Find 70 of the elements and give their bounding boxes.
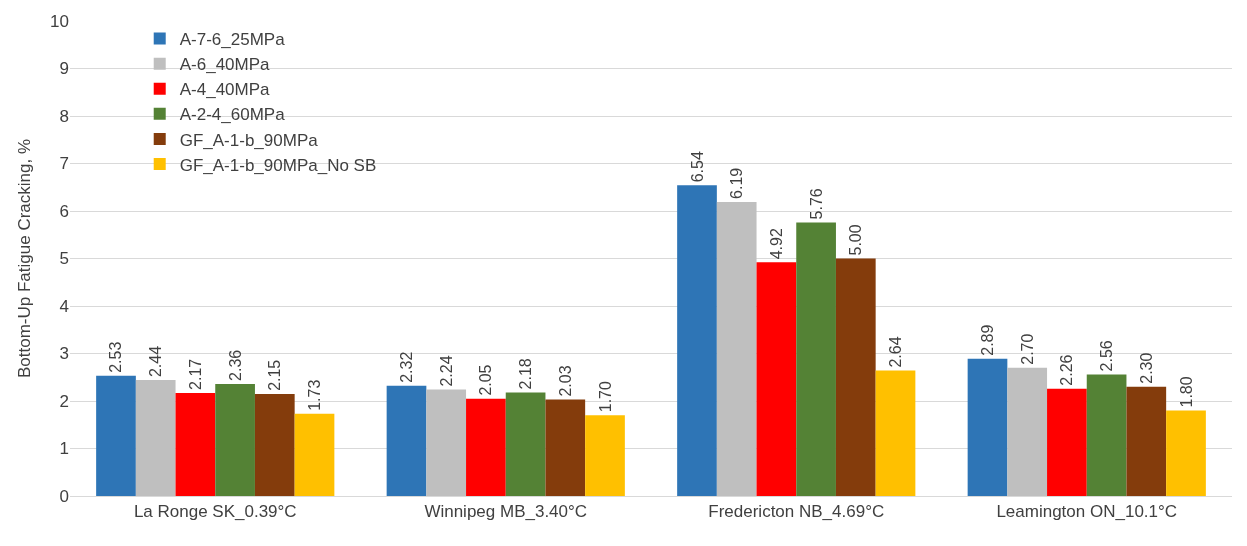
data-label: 5.76 (807, 188, 825, 220)
data-label: 2.89 (979, 324, 996, 356)
data-label: 2.18 (517, 358, 535, 390)
y-tick-label: 1 (59, 439, 69, 459)
y-tick-label: 5 (59, 249, 69, 269)
y-tick-label: 7 (59, 154, 69, 174)
x-tick-label: Fredericton NB_4.69°C (708, 502, 885, 522)
legend-label: A-7-6_25MPa (179, 30, 286, 50)
bar (585, 415, 625, 496)
data-label: 2.30 (1137, 352, 1155, 384)
bar (756, 262, 797, 496)
data-label: 5.00 (847, 224, 865, 256)
data-label: 2.44 (147, 345, 165, 378)
bar (135, 380, 176, 496)
y-tick-label: 2 (59, 391, 69, 411)
y-tick-label: 10 (50, 11, 69, 31)
y-tick-label: 0 (59, 486, 69, 506)
bar (967, 358, 1008, 496)
data-label: 1.80 (1177, 376, 1195, 408)
data-label: 2.53 (107, 341, 125, 373)
bar (545, 399, 586, 496)
bar (796, 222, 836, 496)
data-label: 2.03 (556, 365, 574, 397)
data-label: 2.05 (477, 364, 495, 396)
x-tick-label: La Ronge SK_0.39°C (133, 502, 297, 522)
data-label: 6.54 (688, 151, 706, 183)
data-label: 2.32 (398, 351, 415, 383)
x-tick-label: Leamington ON_10.1°C (996, 502, 1178, 522)
legend-label: GF_A-1-b_90MPa (179, 130, 319, 150)
bar (254, 393, 295, 496)
data-label: 2.36 (226, 349, 244, 381)
bar (1126, 386, 1167, 496)
bar (1007, 367, 1048, 496)
data-label: 2.64 (887, 336, 905, 368)
y-axis-title: Bottom-Up Fatigue Cracking, % (14, 138, 34, 379)
x-tick-label: Winnipeg MB_3.40°C (424, 502, 588, 522)
y-tick-label: 6 (59, 201, 69, 221)
bar (294, 413, 335, 496)
data-label: 1.73 (306, 379, 324, 411)
bar (505, 392, 546, 496)
bar (677, 185, 717, 496)
legend-label: A-6_40MPa (179, 55, 271, 75)
y-tick-label: 8 (59, 106, 69, 126)
legend-label: A-4_40MPa (179, 80, 271, 100)
data-label: 4.92 (767, 228, 785, 260)
data-label: 2.26 (1058, 354, 1076, 386)
bar (835, 258, 876, 496)
bar (1166, 410, 1206, 496)
data-label: 2.70 (1018, 333, 1036, 365)
data-label: 2.17 (186, 358, 204, 390)
data-label: 2.24 (437, 355, 455, 387)
legend-label: A-2-4_60MPa (179, 105, 286, 125)
bar (175, 392, 216, 496)
bar (1086, 374, 1127, 496)
bar (466, 398, 506, 496)
y-tick-label: 4 (59, 296, 69, 316)
bar (96, 375, 136, 496)
bar (426, 389, 467, 496)
bar (1047, 388, 1087, 496)
y-tick-label: 9 (59, 59, 69, 79)
bar (875, 370, 916, 496)
bar (215, 383, 255, 496)
legend-label: GF_A-1-b_90MPa_No SB (179, 155, 377, 175)
y-tick-label: 3 (59, 344, 69, 364)
bar (716, 201, 757, 496)
bar (386, 385, 427, 496)
data-label: 2.56 (1098, 340, 1116, 372)
data-label: 6.19 (728, 167, 746, 199)
data-label: 1.70 (596, 381, 614, 413)
data-label: 2.15 (266, 359, 284, 391)
